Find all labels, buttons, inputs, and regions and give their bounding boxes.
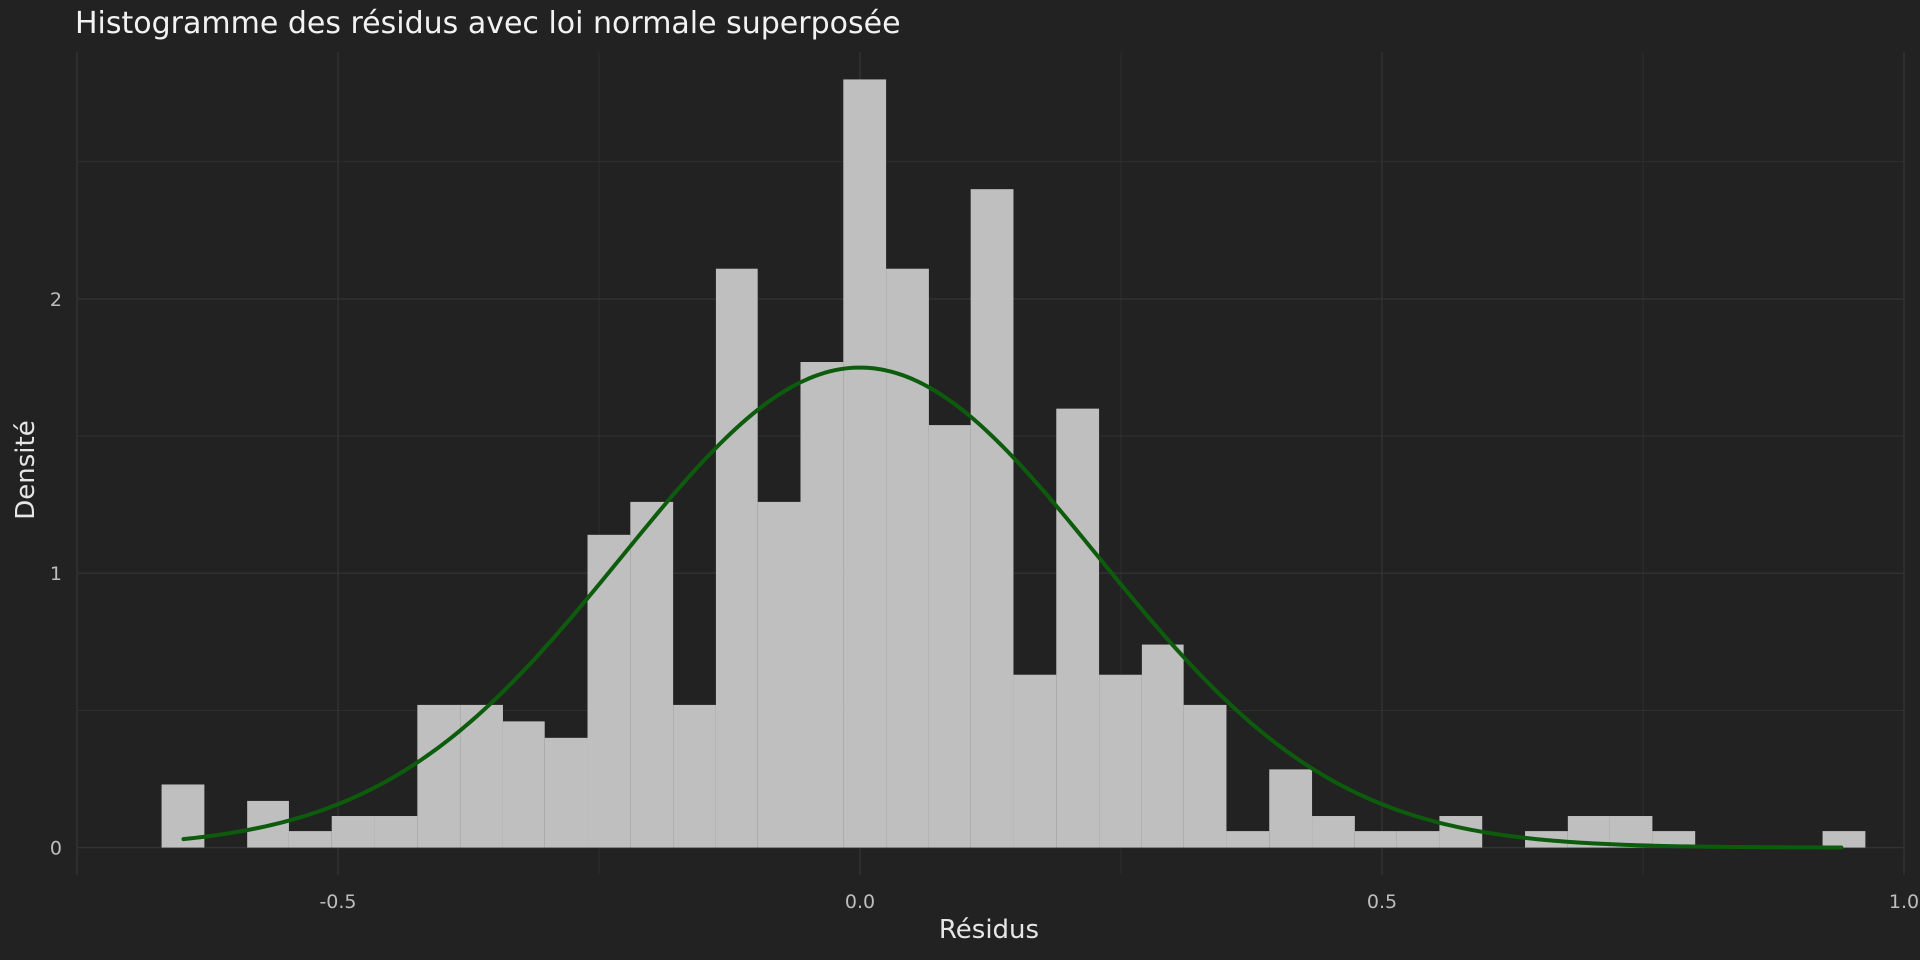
histogram-bar: [1183, 704, 1227, 848]
y-tick-label: 1: [50, 563, 62, 585]
histogram-bar: [288, 831, 332, 848]
x-tick-label: -0.5: [319, 891, 356, 913]
normal-curve-layer: [181, 365, 1844, 850]
histogram-bar: [970, 189, 1014, 848]
histogram-bar: [715, 268, 758, 848]
chart-title: Histogramme des résidus avec loi normale…: [75, 6, 901, 41]
histogram-bar: [374, 816, 418, 848]
histogram-bar: [1396, 831, 1440, 848]
y-tick-label: 2: [50, 289, 62, 311]
histogram-bar: [1609, 816, 1653, 848]
histogram-bar: [1056, 408, 1100, 848]
histogram-bar: [1226, 831, 1270, 848]
histogram-bar: [1354, 831, 1397, 848]
x-tick-label: 1.0: [1889, 891, 1919, 913]
x-axis-label: Résidus: [939, 915, 1039, 945]
histogram-bar: [587, 534, 631, 848]
histogram-bar: [800, 361, 844, 848]
histogram-bar: [1099, 674, 1142, 848]
histogram-bar: [544, 737, 588, 848]
histogram-bar: [1312, 816, 1355, 848]
histogram-bar: [331, 816, 375, 848]
axes: -0.5 0.0 0.5 1.0 0 1 2: [50, 289, 1919, 913]
histogram-bar: [673, 704, 716, 848]
histogram-bar: [1013, 674, 1057, 848]
y-tick-label: 0: [50, 838, 62, 860]
normal-curve: [181, 365, 1844, 850]
histogram-bar: [417, 704, 461, 848]
histogram-bar: [928, 425, 971, 848]
histogram-bar: [1652, 831, 1696, 848]
histogram-bar: [460, 704, 503, 848]
histogram-bar: [843, 79, 887, 848]
y-axis-label: Densité: [11, 420, 41, 519]
x-tick-label: 0.5: [1367, 891, 1397, 913]
histogram-bar: [1269, 769, 1313, 848]
x-tick-label: 0.0: [845, 891, 875, 913]
histogram-bar: [886, 268, 929, 848]
histogram-bar: [630, 501, 674, 848]
histogram-bar: [1822, 831, 1866, 848]
histogram-bar: [1141, 644, 1184, 848]
histogram-bar: [757, 501, 801, 848]
histogram-bar: [502, 721, 545, 848]
histogram-bars: [161, 79, 1866, 848]
